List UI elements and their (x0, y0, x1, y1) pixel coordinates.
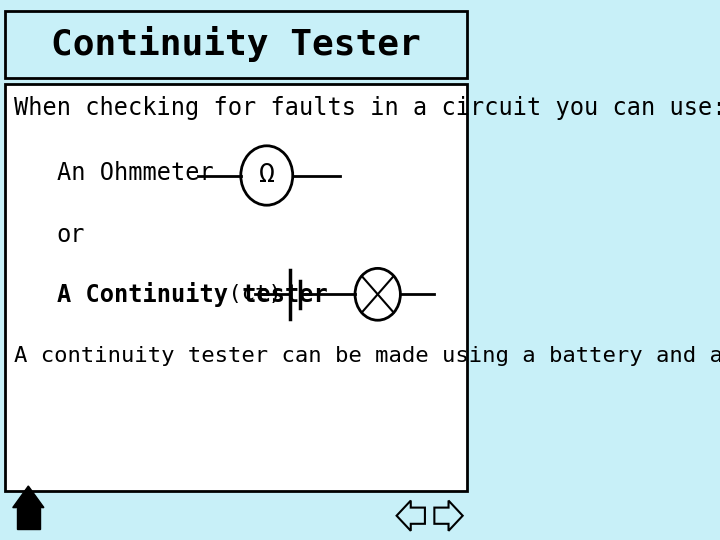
Text: A continuity tester can be made using a battery and a bulb.: A continuity tester can be made using a … (14, 346, 720, 367)
FancyBboxPatch shape (17, 508, 40, 529)
Text: An Ohmmeter: An Ohmmeter (57, 161, 213, 185)
Text: When checking for faults in a circuit you can use:: When checking for faults in a circuit yo… (14, 96, 720, 120)
Text: (ct): (ct) (215, 284, 282, 305)
Text: or: or (57, 223, 85, 247)
Polygon shape (13, 486, 44, 508)
Text: Continuity Tester: Continuity Tester (51, 26, 421, 62)
Text: Ω: Ω (258, 163, 275, 188)
FancyBboxPatch shape (5, 84, 467, 491)
Text: A Continuity tester: A Continuity tester (57, 282, 328, 307)
FancyBboxPatch shape (5, 11, 467, 78)
